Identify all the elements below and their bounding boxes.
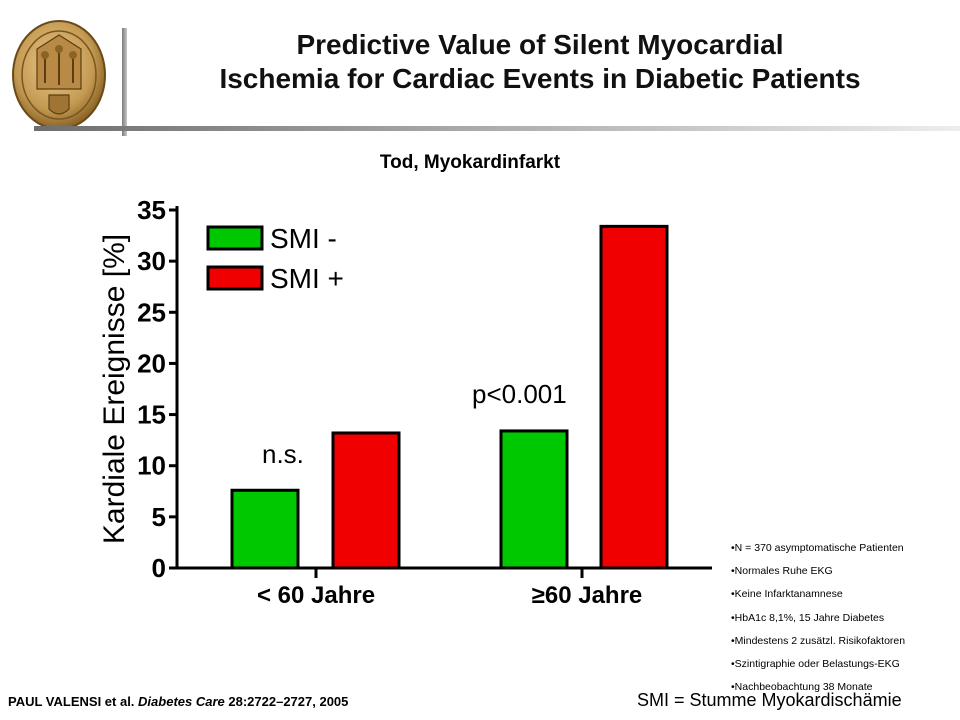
y-tick-label: 0 [152,553,166,583]
citation-authors: PAUL VALENSI et al. [8,694,135,709]
study-note-item: •N = 370 asymptomatische Patienten [731,542,904,554]
x-category-label: ≥60 Jahre [532,582,643,609]
study-note-item: •Keine Infarktanamnese [731,588,843,601]
legend-label: SMI + [270,263,344,294]
y-tick-label: 5 [152,502,166,532]
study-note-item: •Normales Ruhe EKG [731,565,833,578]
university-seal-logo [12,20,106,130]
bar-smi-1 [499,429,569,570]
y-tick-label: 35 [137,195,166,225]
title-line-2: Ischemia for Cardiac Events in Diabetic … [219,63,861,94]
y-tick-label: 15 [137,400,166,430]
title-vertical-rule [122,28,127,136]
y-tick-label: 25 [137,297,166,327]
chart-title: Tod, Myokardinfarkt [379,152,561,173]
significance-annotation: p<0.001 [472,379,567,409]
x-category-label: < 60 Jahre [257,582,375,609]
bar-smi-1 [599,224,669,570]
y-axis-label: Kardiale Ereignisse [%] [98,234,131,544]
study-note-item: •Mindestens 2 zusätzl. Risikofaktoren [731,634,906,647]
title-line-1: Predictive Value of Silent Myocardial [296,29,784,60]
y-tick-label: 10 [137,451,166,481]
study-note-item: •HbA1c 8,1%, 15 Jahre Diabetes [731,611,885,624]
legend-swatch [206,265,264,291]
citation-journal: Diabetes Care [138,694,225,709]
bar-smi-0 [230,488,300,570]
significance-annotation: n.s. [262,439,304,469]
study-note-item: •Nachbeobachtung 38 Monate [731,681,873,694]
study-note-item: •Szintigraphie oder Belastungs-EKG [731,658,900,671]
y-tick-label: 30 [137,246,166,276]
study-notes-list: •N = 370 asymptomatische Patienten •Norma… [731,537,905,699]
slide-title: Predictive Value of Silent Myocardial Is… [140,28,940,96]
citation: PAUL VALENSI et al. Diabetes Care 28:272… [8,694,348,709]
citation-reference: 28:2722–2727, 2005 [228,694,349,709]
bar-smi-0 [331,431,401,570]
legend-swatch [206,225,264,251]
smi-definition: SMI = Stumme Myokardischämie [637,690,902,710]
title-horizontal-rule [34,126,960,131]
y-tick-label: 20 [137,348,166,378]
legend-label: SMI - [270,223,337,254]
